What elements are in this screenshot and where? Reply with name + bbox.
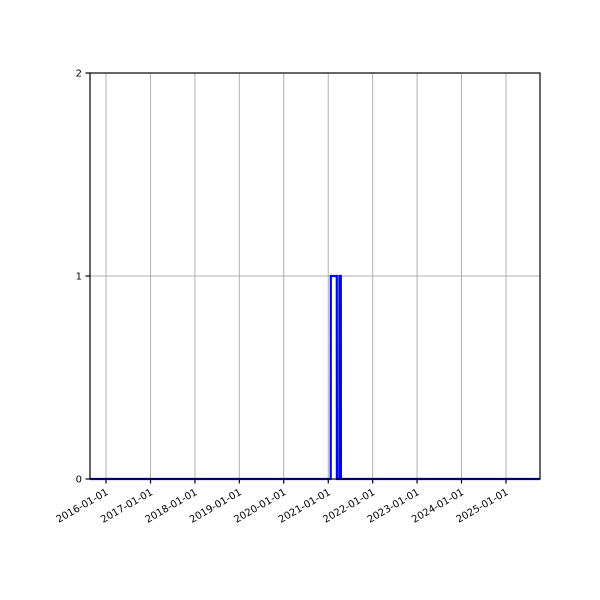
y-tick-label: 0 — [76, 475, 82, 486]
y-tick-label: 1 — [76, 272, 82, 283]
y-tick-label: 2 — [76, 69, 82, 80]
